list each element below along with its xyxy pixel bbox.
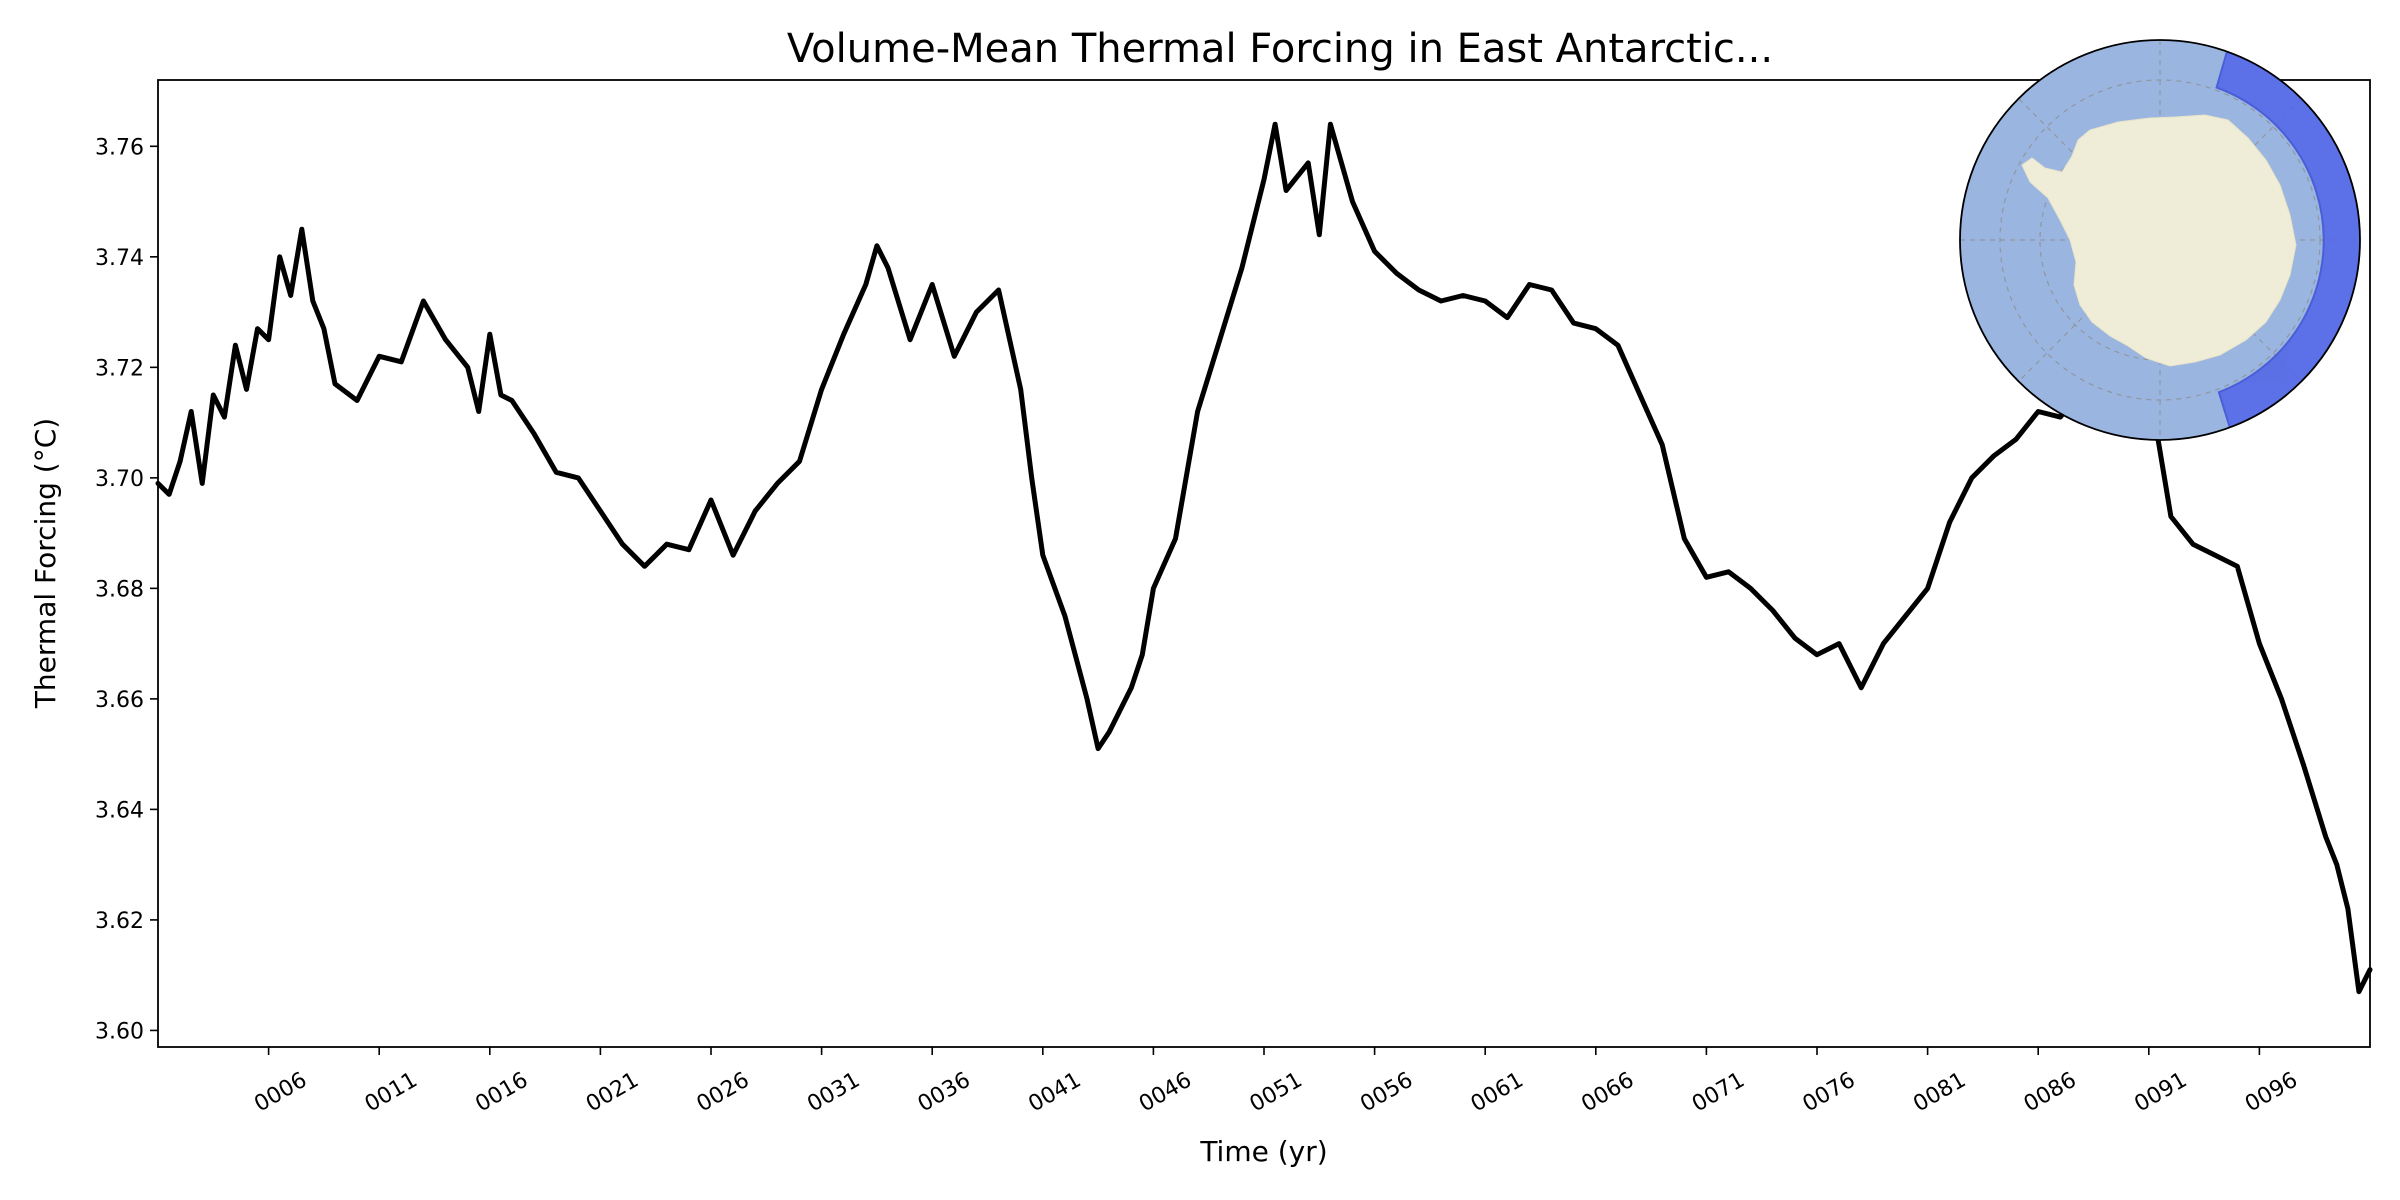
x-tick-label: 0026 [693,1068,754,1118]
y-tick-label: 3.64 [95,798,144,823]
x-tick-label: 0056 [1356,1068,1417,1118]
x-tick-label: 0096 [2241,1068,2302,1118]
x-tick-label: 0016 [471,1068,532,1118]
x-tick-label: 0011 [361,1068,422,1118]
x-tick-label: 0031 [803,1068,864,1118]
x-tick-label: 0066 [1577,1068,1638,1118]
data-layer [155,121,2373,995]
antarctica-landmass [2021,114,2297,367]
y-tick-label: 3.72 [95,356,144,381]
y-tick-label: 3.66 [95,688,144,713]
x-tick-label: 0071 [1688,1068,1749,1118]
x-tick-label: 0051 [1246,1068,1307,1118]
x-tick-label: 0006 [250,1068,311,1118]
y-tick-label: 3.62 [95,909,144,934]
y-tick-label: 3.60 [95,1019,144,1044]
chart-title: Volume-Mean Thermal Forcing in East Anta… [787,26,1773,72]
map-border [1959,39,2361,441]
y-tick-label: 3.76 [95,135,144,160]
x-tick-label: 0076 [1799,1068,1860,1118]
x-tick-label: 0046 [1135,1068,1196,1118]
y-axis: 3.60 3.62 3.64 3.66 3.68 3.70 3.72 3.74 3.76 [95,135,158,1044]
x-tick-label: 0086 [2020,1068,2081,1118]
x-tick-label: 0041 [1024,1068,1085,1118]
y-tick-label: 3.68 [95,577,144,602]
x-tick-label: 0021 [582,1068,643,1118]
y-tick-label: 3.70 [95,467,144,492]
x-tick-label: 0036 [914,1068,975,1118]
y-axis-label: Thermal Forcing (°C) [29,418,62,709]
x-tick-label: 0061 [1467,1068,1528,1118]
series-line-0 [155,121,2373,995]
x-axis-label: Time (yr) [1199,1135,1327,1168]
south-polar-map [1959,39,2361,441]
x-axis: 0006 0011 0016 0021 0026 0031 0036 0041 0046 0051… [250,1047,2302,1117]
y-tick-label: 3.74 [95,246,144,271]
x-tick-label: 0081 [1909,1068,1970,1118]
x-tick-label: 0091 [2130,1068,2191,1118]
